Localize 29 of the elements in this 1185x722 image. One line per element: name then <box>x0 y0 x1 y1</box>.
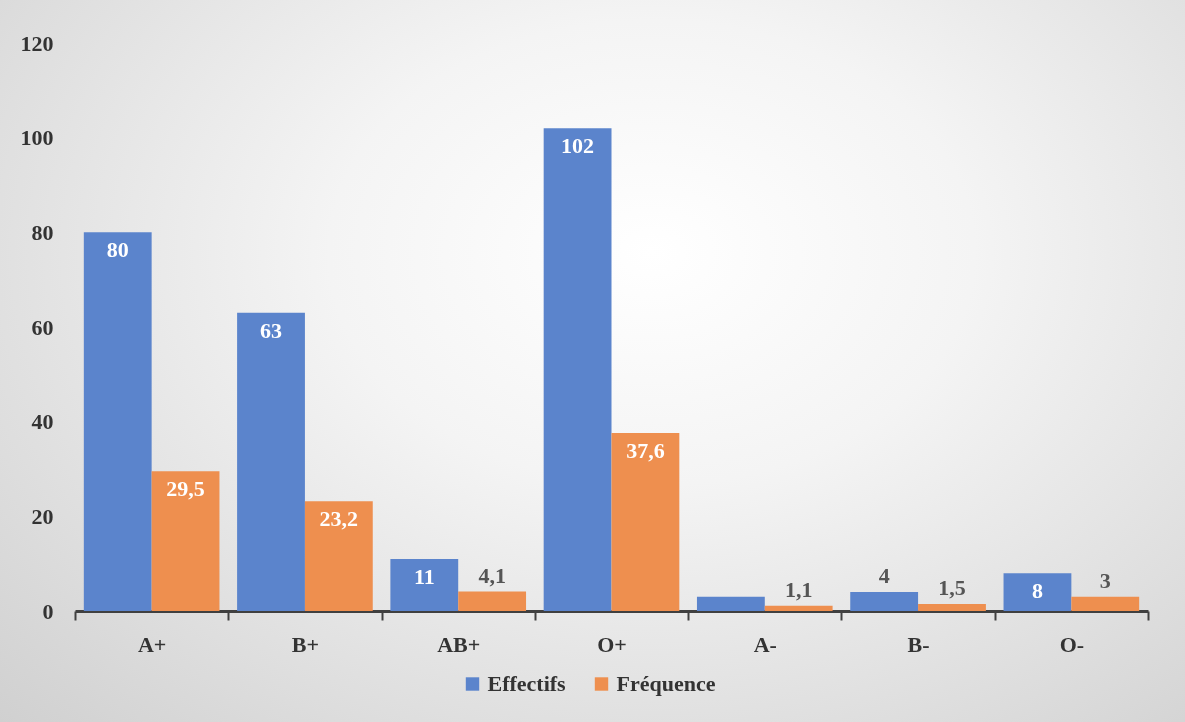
data-label: 63 <box>260 317 283 343</box>
y-tick-label: 20 <box>31 503 54 529</box>
x-tick-label: B+ <box>291 631 320 657</box>
x-tick-label: O+ <box>597 631 627 657</box>
y-tick-label: 80 <box>31 219 54 245</box>
data-label: 23,2 <box>319 506 359 532</box>
data-label: 11 <box>413 563 435 589</box>
data-label: 1,1 <box>784 576 813 602</box>
x-tick-label: AB+ <box>437 631 481 657</box>
y-tick-label: 120 <box>20 30 54 56</box>
legend-label: Effectifs <box>487 671 567 696</box>
data-label: 80 <box>106 237 129 263</box>
y-tick-label: 40 <box>31 409 54 435</box>
data-label: 4,1 <box>478 562 506 588</box>
data-label: 37,6 <box>626 438 665 464</box>
data-label: 4 <box>878 563 890 589</box>
data-label: 1,5 <box>938 574 966 600</box>
data-label: 29,5 <box>166 476 205 502</box>
y-tick-label: 60 <box>31 314 54 340</box>
x-tick-label: A+ <box>137 631 167 657</box>
x-tick-label: O- <box>1059 631 1085 657</box>
x-tick-label: B- <box>907 631 930 657</box>
data-label: 8 <box>1031 578 1043 604</box>
x-tick-label: A- <box>753 631 777 657</box>
legend-label: Fréquence <box>616 671 716 696</box>
y-tick-label: 100 <box>20 125 54 151</box>
y-tick-label: 0 <box>42 598 54 624</box>
data-label: 3 <box>1099 567 1111 593</box>
data-label: 102 <box>561 133 595 159</box>
